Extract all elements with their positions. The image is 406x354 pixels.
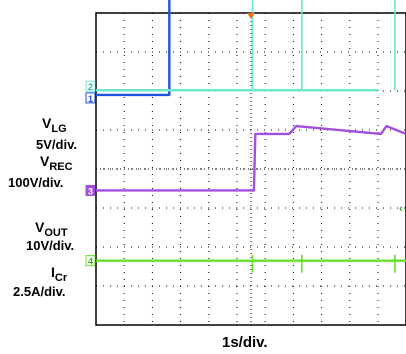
vout-scale: 10V/div. (26, 238, 74, 253)
vlg-sub: LG (51, 123, 66, 135)
label-vrec: VREC 100V/div. (8, 153, 73, 190)
vrec-scale: 100V/div. (8, 175, 63, 190)
x-axis-label: 1s/div. (222, 334, 268, 351)
icr-scale: 2.5A/div. (13, 284, 66, 299)
vlg-scale: 5V/div. (36, 137, 77, 152)
label-icr: ICr 2.5A/div. (13, 264, 68, 299)
ch2-marker-label: 2 (88, 82, 93, 92)
icr-sub: Cr (55, 272, 68, 284)
ch1-marker-label: 1 (88, 94, 93, 104)
svg-text:VREC: VREC (40, 153, 73, 173)
channel-markers: 1 2 3 4 (86, 81, 95, 266)
ch3-marker-label: 3 (88, 186, 93, 196)
vrec-sub: REC (49, 161, 72, 173)
ch4-marker-label: 4 (88, 257, 93, 267)
label-vlg: VLG 5V/div. (36, 115, 77, 152)
right-edge-marker: ‹ (399, 203, 403, 215)
svg-text:VLG: VLG (42, 115, 67, 135)
label-vout: VOUT 10V/div. (26, 219, 74, 253)
svg-text:ICr: ICr (51, 264, 68, 284)
svg-text:VOUT: VOUT (35, 219, 68, 239)
